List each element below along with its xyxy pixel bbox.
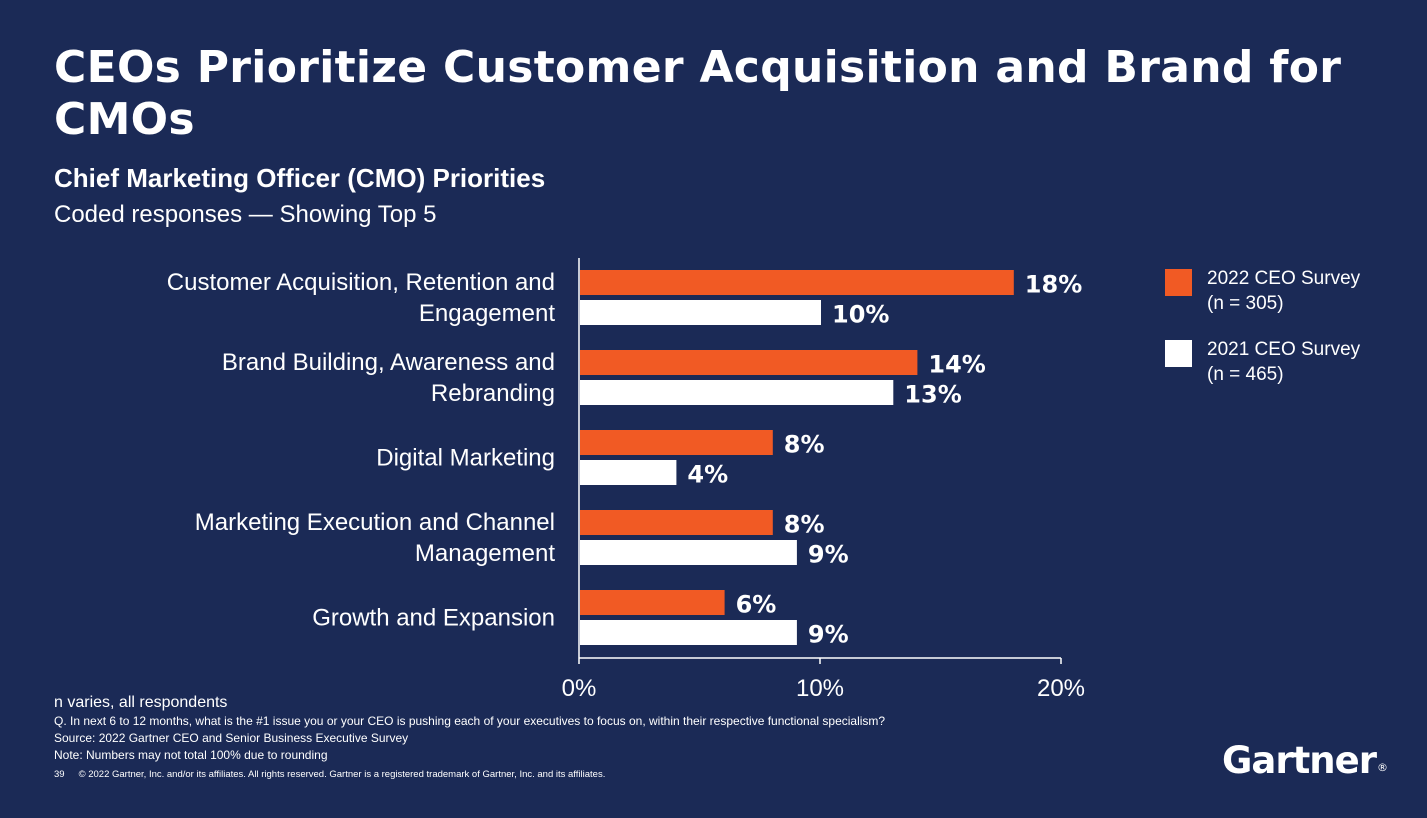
x-tick-label: 10% xyxy=(796,675,844,702)
chart-subtitle: Chief Marketing Officer (CMO) Priorities xyxy=(54,163,546,193)
legend-swatch-2022 xyxy=(1165,269,1192,296)
x-tick-label: 20% xyxy=(1037,675,1085,702)
category-label: Marketing Execution and Channel xyxy=(195,509,555,536)
category-label: Digital Marketing xyxy=(376,445,555,472)
bar-2021 xyxy=(580,300,821,325)
logo-registered-mark: ® xyxy=(1376,761,1388,774)
data-label-2022: 6% xyxy=(736,591,777,619)
footnote-sample: n varies, all respondents xyxy=(54,694,228,711)
bar-2022 xyxy=(580,270,1014,295)
chart-description: Coded responses — Showing Top 5 xyxy=(54,201,437,228)
data-label-2022: 14% xyxy=(928,351,985,379)
bar-2022 xyxy=(580,590,725,615)
category-label: Engagement xyxy=(419,300,555,327)
legend-label-2022: 2022 CEO Survey (n = 305) xyxy=(1207,266,1360,316)
bar-2021 xyxy=(580,380,894,405)
data-label-2021: 10% xyxy=(832,301,889,329)
bar-2022 xyxy=(580,510,773,535)
footnote-question: Q. In next 6 to 12 months, what is the #… xyxy=(54,714,886,728)
legend-label-2021: 2021 CEO Survey (n = 465) xyxy=(1207,337,1360,387)
data-label-2021: 9% xyxy=(808,621,849,649)
gartner-logo: Gartner® xyxy=(1222,739,1388,782)
bar-2021 xyxy=(580,460,677,485)
copyright: © 2022 Gartner, Inc. and/or its affiliat… xyxy=(78,769,606,780)
data-label-2022: 18% xyxy=(1025,271,1082,299)
footnote-note: Note: Numbers may not total 100% due to … xyxy=(54,748,328,762)
data-label-2021: 13% xyxy=(904,381,961,409)
category-label: Customer Acquisition, Retention and xyxy=(167,269,555,296)
legend-label-2021-line2: (n = 465) xyxy=(1207,364,1284,385)
category-label: Growth and Expansion xyxy=(312,605,555,632)
category-label: Rebranding xyxy=(431,380,555,407)
logo-text: Gartner xyxy=(1222,739,1377,782)
legend-label-2021-line1: 2021 CEO Survey xyxy=(1207,339,1361,360)
bar-2021 xyxy=(580,540,797,565)
footnote-source: Source: 2022 Gartner CEO and Senior Busi… xyxy=(54,731,409,745)
category-label: Brand Building, Awareness and xyxy=(222,349,555,376)
bar-2021 xyxy=(580,620,797,645)
page-title: CEOs Prioritize Customer Acquisition and… xyxy=(54,42,1342,145)
category-label: Management xyxy=(415,540,555,567)
data-label-2022: 8% xyxy=(784,511,825,539)
legend-swatch-2021 xyxy=(1165,340,1192,367)
data-label-2021: 9% xyxy=(808,541,849,569)
legend-label-2022-line1: 2022 CEO Survey xyxy=(1207,268,1361,289)
page-number: 39 xyxy=(54,769,65,780)
data-label-2022: 8% xyxy=(784,431,825,459)
bar-2022 xyxy=(580,350,918,375)
footer-bar: 39 © 2022 Gartner, Inc. and/or its affili… xyxy=(54,769,605,780)
legend-label-2022-line2: (n = 305) xyxy=(1207,293,1284,314)
data-label-2021: 4% xyxy=(687,461,728,489)
bar-2022 xyxy=(580,430,773,455)
x-tick-label: 0% xyxy=(562,675,597,702)
